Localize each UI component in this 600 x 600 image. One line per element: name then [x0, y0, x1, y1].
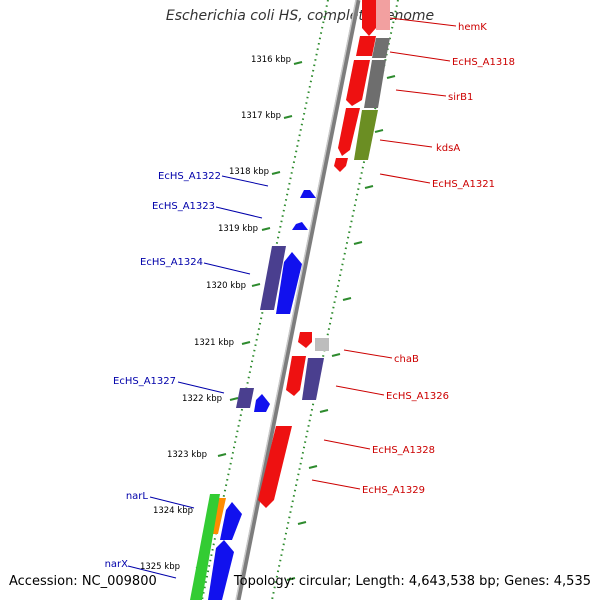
tick-label: 1325 kbp — [140, 562, 180, 572]
tick-label: 1322 kbp — [182, 394, 222, 404]
right-labels: hemK EcHS_A1318 sirB1 kdsA EcHS_A1321 ch… — [362, 22, 515, 496]
tick-labels: 1316 kbp 1317 kbp 1318 kbp 1319 kbp 1320… — [140, 55, 291, 572]
gene-narx[interactable] — [208, 540, 234, 600]
gene-hemk[interactable] — [362, 0, 376, 36]
tick-label: 1318 kbp — [229, 167, 269, 177]
left-strand-genes — [190, 190, 316, 600]
gene-echs-a1318-gray[interactable] — [372, 38, 390, 58]
gene-label-echs-a1318[interactable]: EcHS_A1318 — [452, 57, 515, 68]
gene-label-echs-a1327[interactable]: EcHS_A1327 — [113, 376, 176, 387]
gene-label-echs-a1322[interactable]: EcHS_A1322 — [158, 171, 221, 182]
gene-label-echs-a1321[interactable]: EcHS_A1321 — [432, 179, 495, 190]
tick-label: 1316 kbp — [251, 55, 291, 65]
gene-label-sirb1[interactable]: sirB1 — [448, 92, 473, 103]
tick-label: 1320 kbp — [206, 281, 246, 291]
gene-label-echs-a1326[interactable]: EcHS_A1326 — [386, 391, 449, 402]
gene-label-echs-a1323[interactable]: EcHS_A1323 — [152, 201, 215, 212]
gene-chab[interactable] — [298, 332, 312, 348]
tick-label: 1321 kbp — [194, 338, 234, 348]
gene-echs-a1326[interactable] — [286, 356, 306, 396]
right-label-leaders — [311, 17, 457, 490]
gene-echs-a1318[interactable] — [356, 36, 376, 56]
gene-narx-green[interactable] — [190, 494, 220, 600]
gene-echs-a1324[interactable] — [276, 252, 302, 314]
gene-echs-a1321[interactable] — [334, 158, 348, 172]
left-labels: EcHS_A1322 EcHS_A1323 EcHS_A1324 EcHS_A1… — [105, 171, 221, 570]
gene-hemk-part[interactable] — [376, 0, 390, 30]
gene-echs-a1327-purple[interactable] — [236, 388, 254, 408]
gene-chab-gray[interactable] — [315, 338, 329, 351]
gene-echs-a1324-purple[interactable] — [260, 246, 286, 310]
gene-label-kdsa[interactable]: kdsA — [436, 143, 460, 154]
accession-text: Accession: NC_009800 — [9, 574, 157, 589]
gene-label-narx[interactable]: narX — [105, 559, 129, 570]
tick-label: 1319 kbp — [218, 224, 258, 234]
genome-backbone — [235, 0, 361, 600]
gene-narl[interactable] — [220, 502, 242, 540]
gene-label-chab[interactable]: chaB — [394, 354, 419, 365]
gene-sirb1-gray[interactable] — [364, 60, 386, 108]
gene-echs-a1329[interactable] — [258, 426, 292, 508]
tick-label: 1324 kbp — [153, 506, 193, 516]
gene-label-echs-a1324[interactable]: EcHS_A1324 — [140, 257, 203, 268]
gene-label-narl[interactable]: narL — [126, 491, 149, 502]
gene-echs-a1326-purple[interactable] — [302, 358, 324, 400]
gene-sirb1[interactable] — [346, 60, 370, 106]
left-label-leaders — [127, 175, 269, 579]
gene-label-echs-a1328[interactable]: EcHS_A1328 — [372, 445, 435, 456]
tick-label: 1323 kbp — [167, 450, 207, 460]
gene-echs-a1323[interactable] — [292, 222, 308, 230]
gene-kdsa-olive[interactable] — [354, 110, 378, 160]
right-strand-genes — [258, 0, 390, 508]
minor-ticks — [286, 75, 396, 581]
gene-echs-a1327[interactable] — [254, 394, 270, 412]
major-ticks — [195, 61, 303, 569]
gene-label-echs-a1329[interactable]: EcHS_A1329 — [362, 485, 425, 496]
gene-kdsa[interactable] — [338, 108, 360, 156]
gene-echs-a1322[interactable] — [300, 190, 316, 198]
genome-summary-text: Topology: circular; Length: 4,643,538 bp… — [233, 574, 591, 589]
gene-label-hemk[interactable]: hemK — [458, 22, 487, 33]
tick-label: 1317 kbp — [241, 111, 281, 121]
